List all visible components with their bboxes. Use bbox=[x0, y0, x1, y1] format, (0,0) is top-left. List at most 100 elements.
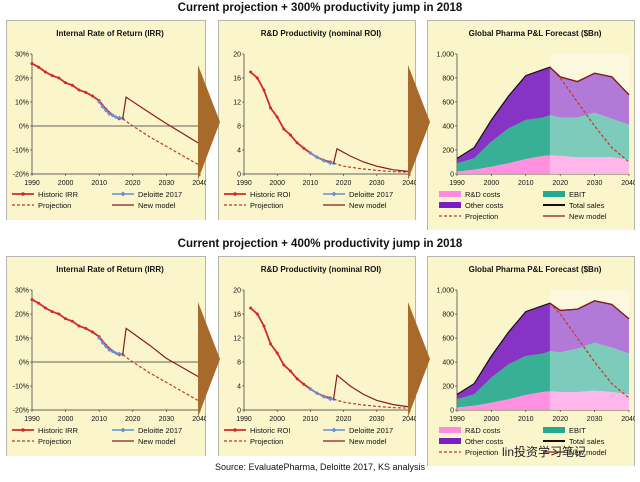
x-tick-label: 1990 bbox=[449, 416, 465, 423]
area-rd-costs bbox=[457, 155, 629, 174]
data-point bbox=[103, 344, 108, 349]
data-point bbox=[77, 88, 81, 92]
legend-label: Projection bbox=[465, 212, 498, 221]
legend-label: Projection bbox=[38, 437, 71, 446]
legend-marker bbox=[120, 427, 126, 433]
y-tick-label: 600 bbox=[442, 336, 454, 343]
series-line bbox=[549, 302, 630, 399]
legend-label: Total sales bbox=[569, 437, 605, 446]
area-other-costs bbox=[457, 67, 629, 164]
y-tick-label: 0% bbox=[19, 124, 29, 131]
x-tick-label: 2030 bbox=[369, 416, 385, 423]
rd-productivity-chart-2: R&D Productivity (nominal ROI) 20 16 12 8 4 01… bbox=[218, 256, 416, 456]
x-tick-label: 1990 bbox=[236, 416, 252, 423]
data-point bbox=[282, 127, 286, 131]
legend-label: New model bbox=[138, 201, 176, 210]
data-point bbox=[114, 115, 118, 120]
legend-swatch bbox=[439, 438, 461, 444]
x-tick-label: 2020 bbox=[336, 180, 352, 187]
data-point bbox=[107, 112, 112, 116]
legend-marker bbox=[233, 192, 237, 196]
y-tick-label: 0 bbox=[450, 408, 454, 415]
y-tick-label: 30% bbox=[15, 52, 29, 59]
irr-chart-2: Internal Rate of Return (IRR) 30% 20% 10% 0%… bbox=[6, 256, 206, 456]
legend-swatch bbox=[439, 202, 461, 208]
data-point bbox=[90, 330, 94, 334]
data-point bbox=[107, 348, 112, 352]
legend-label: Deloitte 2017 bbox=[138, 190, 182, 199]
data-point bbox=[30, 62, 34, 66]
data-point bbox=[110, 113, 115, 118]
data-point bbox=[84, 90, 88, 94]
y-tick-label: 10% bbox=[15, 100, 29, 107]
area-other-costs bbox=[457, 300, 629, 400]
legend-marker bbox=[233, 428, 237, 432]
x-tick-label: 2010 bbox=[91, 416, 107, 423]
y-tick-label: 800 bbox=[442, 312, 454, 319]
y-tick-label: 4 bbox=[237, 384, 241, 391]
legend-label: Total sales bbox=[569, 201, 605, 210]
x-tick-label: 2010 bbox=[303, 180, 319, 187]
data-point bbox=[321, 158, 326, 163]
chart-title: Internal Rate of Return (IRR) bbox=[56, 29, 164, 38]
y-tick-label: 0% bbox=[19, 360, 29, 367]
legend-label: New model bbox=[349, 437, 387, 446]
area-rd-costs bbox=[457, 390, 629, 410]
panel-background bbox=[218, 256, 416, 456]
data-point bbox=[57, 312, 61, 316]
chart-title: Global Pharma P&L Forecast ($Bn) bbox=[469, 265, 602, 274]
series-line bbox=[122, 96, 201, 145]
data-point bbox=[328, 397, 333, 402]
y-tick-label: 12 bbox=[233, 336, 241, 343]
x-tick-label: 2000 bbox=[484, 416, 500, 423]
data-point bbox=[308, 387, 313, 391]
data-point bbox=[288, 369, 292, 373]
data-point bbox=[110, 349, 115, 354]
legend-label: Other costs bbox=[465, 437, 504, 446]
data-point bbox=[50, 310, 54, 314]
irr-chart-1: Internal Rate of Return (IRR) 30% 20% 10% 0%… bbox=[6, 20, 206, 220]
arrow-right-icon bbox=[198, 302, 220, 417]
row-title-2: Current projection + 400% productivity j… bbox=[177, 238, 463, 250]
y-tick-label: 12 bbox=[233, 100, 241, 107]
y-tick-label: -10% bbox=[13, 384, 29, 391]
series-line bbox=[122, 118, 201, 167]
legend-label: R&D costs bbox=[465, 426, 501, 435]
data-point bbox=[315, 391, 320, 396]
legend-marker bbox=[331, 191, 337, 197]
series-line bbox=[549, 66, 630, 96]
data-point bbox=[302, 146, 306, 150]
data-point bbox=[295, 141, 299, 145]
data-point bbox=[43, 306, 47, 310]
y-tick-label: -20% bbox=[13, 408, 29, 415]
arrow-right-icon bbox=[408, 302, 430, 417]
data-point bbox=[37, 65, 41, 69]
x-tick-label: 2010 bbox=[303, 416, 319, 423]
y-tick-label: -20% bbox=[13, 172, 29, 179]
x-tick-label: 2000 bbox=[58, 180, 74, 187]
legend-label: Projection bbox=[250, 201, 283, 210]
series-line bbox=[549, 300, 630, 320]
x-tick-label: 2040 bbox=[192, 416, 206, 423]
x-tick-label: 2030 bbox=[587, 416, 603, 423]
arrow-right-icon bbox=[408, 65, 430, 180]
data-point bbox=[64, 317, 68, 321]
area-ebit bbox=[457, 342, 629, 408]
legend-label: Deloitte 2017 bbox=[138, 426, 182, 435]
legend-marker bbox=[331, 427, 337, 433]
legend-swatch bbox=[439, 427, 461, 433]
legend-marker bbox=[21, 428, 25, 432]
x-tick-label: 1990 bbox=[236, 180, 252, 187]
data-point bbox=[90, 94, 94, 98]
x-tick-label: 1990 bbox=[24, 180, 40, 187]
x-tick-label: 2020 bbox=[336, 416, 352, 423]
x-tick-label: 2030 bbox=[159, 416, 175, 423]
series-line bbox=[549, 66, 630, 163]
x-tick-label: 2010 bbox=[518, 180, 534, 187]
data-point bbox=[117, 351, 122, 356]
data-point bbox=[43, 70, 47, 74]
arrow-right-icon bbox=[198, 65, 220, 180]
x-tick-label: 2040 bbox=[192, 180, 206, 187]
arrow-right-icon bbox=[408, 302, 430, 417]
data-point bbox=[308, 151, 313, 155]
